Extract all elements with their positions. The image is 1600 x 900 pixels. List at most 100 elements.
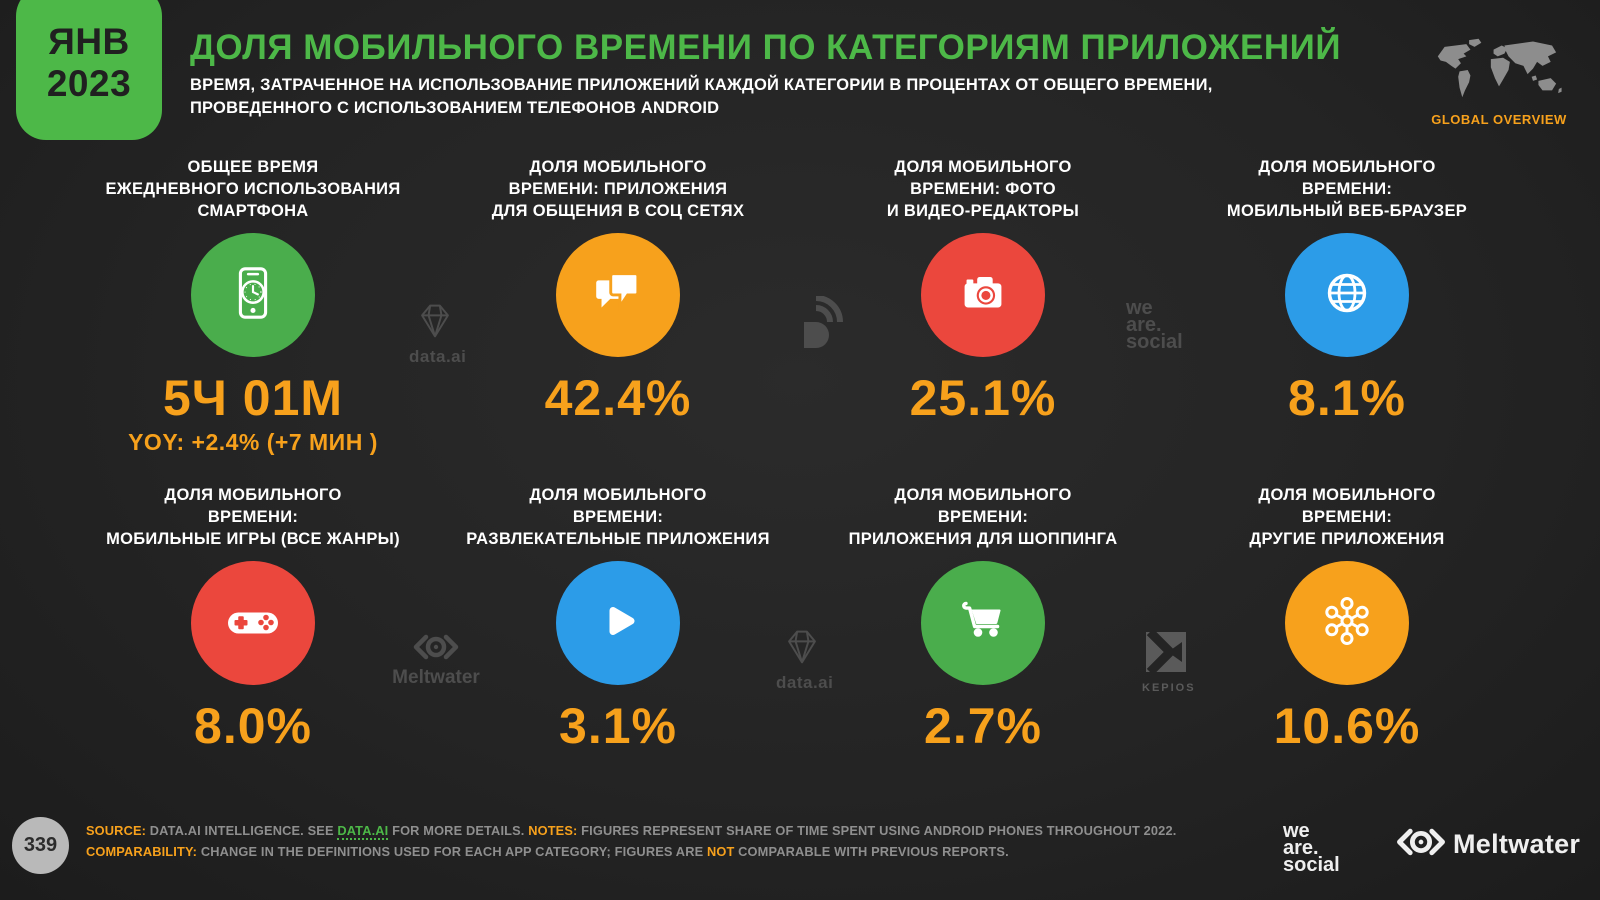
comparability-label: COMPARABILITY: <box>86 844 198 859</box>
wearesocial-watermark: we are. social <box>1126 297 1183 353</box>
play-icon <box>586 589 650 658</box>
stat-label-line: ВРЕМЕНИ: <box>1301 508 1393 526</box>
source-text-segment: FIGURES REPRESENT SHARE OF TIME SPENT US… <box>577 823 1177 838</box>
dataai-watermark-label: data.ai <box>776 673 834 692</box>
stat-block-games: ДОЛЯ МОБИЛЬНОГО ВРЕМЕНИ: МОБИЛЬНЫЕ ИГРЫ … <box>70 484 436 752</box>
gamepad-icon <box>221 589 285 658</box>
region-label: GLOBAL OVERVIEW <box>1431 112 1567 127</box>
dataai-d-watermark <box>786 295 852 361</box>
stat-label-line: ПРИЛОЖЕНИЯ ДЛЯ ШОППИНГА <box>848 530 1118 548</box>
subtitle-line: ВРЕМЯ, ЗАТРАЧЕННОЕ НА ИСПОЛЬЗОВАНИЕ ПРИЛ… <box>190 76 1213 94</box>
stat-value: 25.1% <box>909 370 1057 426</box>
chat-bubbles-icon <box>587 262 649 329</box>
source-text-segment: CHANGE IN THE DEFINITIONS USED FOR EACH … <box>197 844 707 859</box>
stat-label-line: ДОЛЯ МОБИЛЬНОГО <box>1258 158 1436 176</box>
stat-value: 3.1% <box>559 698 677 754</box>
category-circle <box>1285 233 1409 357</box>
page-number-badge: 339 <box>12 817 69 874</box>
category-circle <box>921 561 1045 685</box>
wearesocial-watermark-line: social <box>1126 331 1183 353</box>
meltwater-watermark-label: Meltwater <box>392 667 480 688</box>
stat-value: 10.6% <box>1273 698 1421 754</box>
globe-icon <box>1315 261 1379 330</box>
page-number: 339 <box>23 834 58 856</box>
kepios-watermark-label: KEPIOS <box>1142 682 1196 694</box>
source-label: SOURCE: <box>86 823 147 838</box>
stat-block-entertainment: ДОЛЯ МОБИЛЬНОГО ВРЕМЕНИ: РАЗВЛЕКАТЕЛЬНЫЕ… <box>435 484 801 752</box>
stat-label-line: СМАРТФОНА <box>197 202 309 220</box>
stat-label: ДОЛЯ МОБИЛЬНОГО ВРЕМЕНИ: ПРИЛОЖЕНИЯ ДЛЯ … <box>800 484 1166 550</box>
stat-value: 5Ч 01М <box>162 370 344 426</box>
stat-label: ДОЛЯ МОБИЛЬНОГО ВРЕМЕНИ: ПРИЛОЖЕНИЯ ДЛЯ … <box>435 156 801 222</box>
source-text-segment: COMPARABLE WITH PREVIOUS REPORTS. <box>734 844 1009 859</box>
category-circle <box>921 233 1045 357</box>
dataai-gem-icon <box>409 304 461 346</box>
stat-label-line: ДОЛЯ МОБИЛЬНОГО <box>529 158 707 176</box>
category-circle <box>191 561 315 685</box>
stat-label: ДОЛЯ МОБИЛЬНОГО ВРЕМЕНИ: МОБИЛЬНЫЙ ВЕБ-Б… <box>1164 156 1530 222</box>
shopping-cart-icon <box>951 589 1015 658</box>
category-circle <box>191 233 315 357</box>
stat-label-line: ДОЛЯ МОБИЛЬНОГО <box>1258 486 1436 504</box>
stat-block-browser: ДОЛЯ МОБИЛЬНОГО ВРЕМЕНИ: МОБИЛЬНЫЙ ВЕБ-Б… <box>1164 156 1530 424</box>
stat-label-line: ДОЛЯ МОБИЛЬНОГО <box>894 158 1072 176</box>
date-badge-year: 2023 <box>46 63 132 104</box>
stat-label-line: ВРЕМЕНИ: <box>572 508 664 526</box>
page-title: ДОЛЯ МОБИЛЬНОГО ВРЕМЕНИ ПО КАТЕГОРИЯМ ПР… <box>190 28 1341 67</box>
source-text-segment: FOR MORE DETAILS. <box>388 823 529 838</box>
stat-label: ДОЛЯ МОБИЛЬНОГО ВРЕМЕНИ: ФОТО И ВИДЕО-РЕ… <box>800 156 1166 222</box>
stat-block-shopping: ДОЛЯ МОБИЛЬНОГО ВРЕМЕНИ: ПРИЛОЖЕНИЯ ДЛЯ … <box>800 484 1166 752</box>
stat-label-line: ВРЕМЕНИ: <box>1301 180 1393 198</box>
stat-label: ОБЩЕЕ ВРЕМЯ ЕЖЕДНЕВНОГО ИСПОЛЬЗОВАНИЯ СМ… <box>70 156 436 222</box>
date-badge: ЯНВ 2023 <box>16 0 162 140</box>
stat-block-total-time: ОБЩЕЕ ВРЕМЯ ЕЖЕДНЕВНОГО ИСПОЛЬЗОВАНИЯ СМ… <box>70 156 436 456</box>
stat-label-line: И ВИДЕО-РЕДАКТОРЫ <box>886 202 1080 220</box>
stat-label-line: ВРЕМЕНИ: <box>207 508 299 526</box>
stat-label-line: ДОЛЯ МОБИЛЬНОГО <box>164 486 342 504</box>
stat-label: ДОЛЯ МОБИЛЬНОГО ВРЕМЕНИ: МОБИЛЬНЫЕ ИГРЫ … <box>70 484 436 550</box>
stat-label: ДОЛЯ МОБИЛЬНОГО ВРЕМЕНИ: РАЗВЛЕКАТЕЛЬНЫЕ… <box>435 484 801 550</box>
wearesocial-logo-line: are. <box>1283 837 1319 859</box>
source-notes-text: SOURCE: DATA.AI INTELLIGENCE. SEE DATA.A… <box>86 820 1206 862</box>
notes-label: NOTES: <box>528 823 578 838</box>
dataai-watermark-label: data.ai <box>409 347 467 366</box>
dataai-gem-icon <box>776 630 828 672</box>
stat-value: 2.7% <box>924 698 1042 754</box>
wearesocial-logo-line: social <box>1283 854 1340 876</box>
stat-label-line: МОБИЛЬНЫЙ ВЕБ-БРАУЗЕР <box>1226 202 1468 220</box>
stat-block-photo-video: ДОЛЯ МОБИЛЬНОГО ВРЕМЕНИ: ФОТО И ВИДЕО-РЕ… <box>800 156 1166 424</box>
wearesocial-watermark-line: we <box>1126 297 1153 319</box>
d-signal-icon <box>786 295 852 360</box>
stat-value: 8.0% <box>194 698 312 754</box>
dataai-watermark-2: data.ai <box>776 626 834 693</box>
stat-label-line: ДЛЯ ОБЩЕНИЯ В СОЦ СЕТЯХ <box>491 202 745 220</box>
stat-label-line: ВРЕМЕНИ: ФОТО <box>910 180 1056 198</box>
stat-value: 42.4% <box>544 370 692 426</box>
stat-yoy: YOY: +2.4% (+7 МИН ) <box>128 429 378 455</box>
stat-label-line: ДОЛЯ МОБИЛЬНОГО <box>529 486 707 504</box>
category-circle <box>556 233 680 357</box>
world-map-icon <box>1423 36 1575 104</box>
app-cluster-icon <box>1315 589 1379 658</box>
stat-label-line: ВРЕМЕНИ: ПРИЛОЖЕНИЯ <box>508 180 728 198</box>
wearesocial-logo: we are. social <box>1283 821 1340 876</box>
stat-label: ДОЛЯ МОБИЛЬНОГО ВРЕМЕНИ: ДРУГИЕ ПРИЛОЖЕН… <box>1164 484 1530 550</box>
stat-block-other: ДОЛЯ МОБИЛЬНОГО ВРЕМЕНИ: ДРУГИЕ ПРИЛОЖЕН… <box>1164 484 1530 752</box>
stat-label-line: ВРЕМЕНИ: <box>937 508 1029 526</box>
meltwater-eye-icon <box>413 634 459 664</box>
dataai-link[interactable]: DATA.AI <box>337 823 389 840</box>
stat-block-social: ДОЛЯ МОБИЛЬНОГО ВРЕМЕНИ: ПРИЛОЖЕНИЯ ДЛЯ … <box>435 156 801 424</box>
category-circle <box>556 561 680 685</box>
stat-label-line: ДОЛЯ МОБИЛЬНОГО <box>894 486 1072 504</box>
kepios-logo-icon <box>1144 628 1188 678</box>
source-text-segment: DATA.AI INTELLIGENCE. SEE <box>146 823 338 838</box>
stat-value: 8.1% <box>1288 370 1406 426</box>
wearesocial-watermark-line: are. <box>1126 314 1162 336</box>
stat-label-line: ЕЖЕДНЕВНОГО ИСПОЛЬЗОВАНИЯ <box>105 180 401 198</box>
kepios-watermark: KEPIOS <box>1142 628 1196 694</box>
stat-label-line: МОБИЛЬНЫЕ ИГРЫ (ВСЕ ЖАНРЫ) <box>106 530 400 548</box>
category-circle <box>1285 561 1409 685</box>
dataai-watermark: data.ai <box>409 300 467 367</box>
date-badge-month: ЯНВ <box>48 21 130 62</box>
smartphone-clock-icon <box>222 262 284 329</box>
